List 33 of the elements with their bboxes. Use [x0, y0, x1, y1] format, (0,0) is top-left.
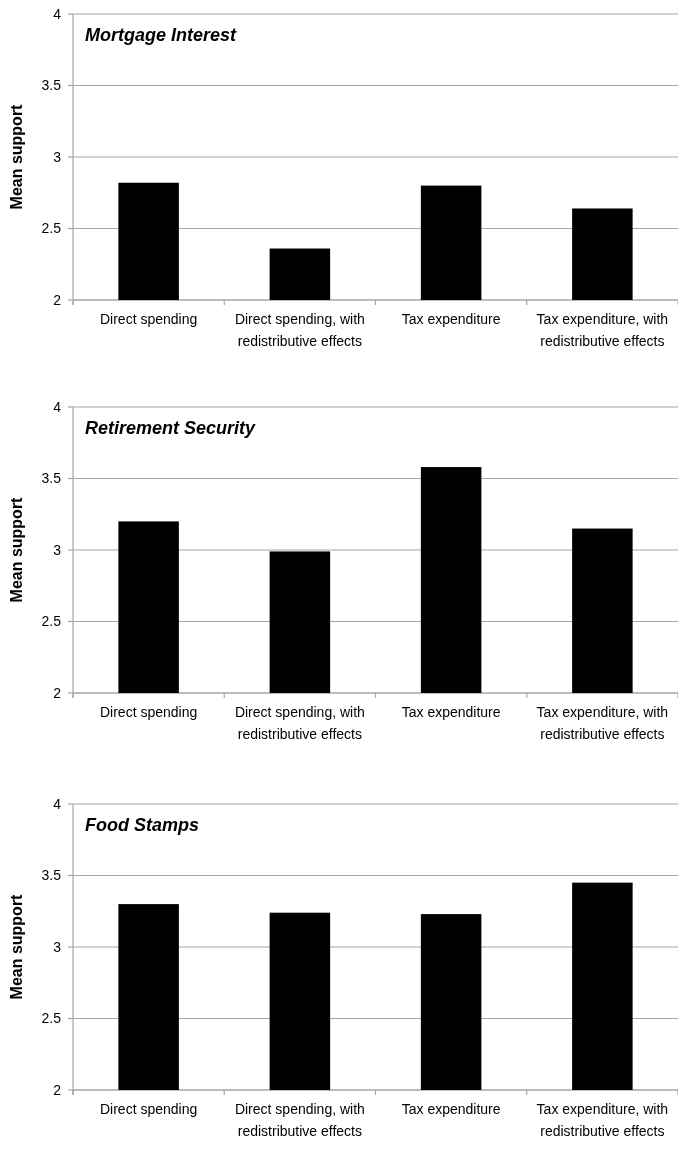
x-tick-label: Direct spending, with redistributive effects: [234, 704, 365, 742]
x-tick-label: Tax expenditure: [401, 311, 501, 327]
x-tick-label: Direct spending: [99, 311, 198, 327]
y-tick-label: 2: [53, 1081, 62, 1098]
text: Mortgage Interest: [85, 25, 238, 45]
x-tick-label: Direct spending: [99, 1101, 198, 1117]
y-tick-label: 3.5: [41, 867, 62, 884]
x-tick-label: Tax expenditure: [401, 1101, 501, 1117]
text: Food Stamps: [85, 815, 200, 835]
y-tick-label: 3: [53, 148, 62, 165]
x-tick-label: Tax expenditure: [401, 704, 501, 720]
y-tick-label: 2.5: [41, 1010, 62, 1027]
x-tick-label: Direct spending, with redistributive effects: [234, 311, 365, 349]
x-tick-label: Direct spending, with redistributive effects: [234, 1101, 365, 1139]
y-tick-label: 4: [53, 398, 62, 415]
y-tick-label: 2.5: [41, 220, 62, 237]
x-tick-label: Tax expenditure, with redistributive effects: [536, 704, 669, 742]
y-tick-label: 3: [53, 541, 62, 558]
x-tick-label: Tax expenditure, with redistributive effects: [536, 311, 669, 349]
x-tick-label: Tax expenditure, with redistributive effects: [536, 1101, 669, 1139]
y-axis-title: Mean support: [8, 893, 25, 1000]
y-tick-label: 3.5: [41, 77, 62, 94]
y-tick-label: 3.5: [41, 470, 62, 487]
y-tick-label: 2: [53, 684, 62, 701]
x-tick-label: Direct spending: [99, 704, 198, 720]
y-axis-title: Mean support: [8, 103, 25, 210]
y-axis-title: Mean support: [8, 496, 25, 603]
y-tick-label: 2: [53, 291, 62, 308]
y-tick-label: 3: [53, 938, 62, 955]
text: Retirement Security: [85, 418, 257, 438]
y-tick-label: 4: [53, 795, 62, 812]
y-tick-label: 4: [53, 5, 62, 22]
y-tick-label: 2.5: [41, 613, 62, 630]
